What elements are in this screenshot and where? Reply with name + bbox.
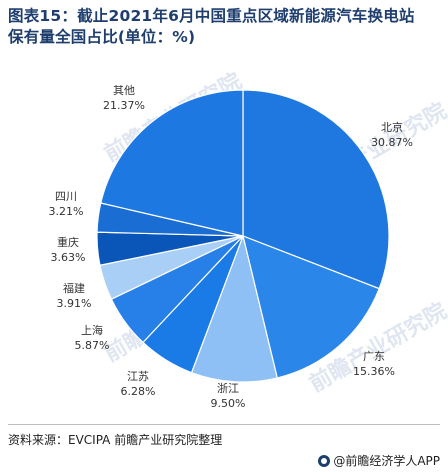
pie-slice-2 xyxy=(190,233,278,383)
slice-label-category: 其他 xyxy=(113,84,135,97)
slice-label-value: 3.63% xyxy=(51,251,86,264)
footer-divider xyxy=(8,424,440,425)
chart-title-line1: 图表15：截止2021年6月中国重点区域新能源汽车换电站 xyxy=(8,7,415,25)
pie-slice-1 xyxy=(242,235,380,379)
pie-slice-0 xyxy=(242,89,390,290)
brand-credit: @前瞻经济学人APP xyxy=(318,452,440,469)
slice-label-value: 3.91% xyxy=(57,297,92,310)
slice-label-category: 上海 xyxy=(81,323,103,337)
slice-label-category: 江苏 xyxy=(127,370,149,383)
brand-text: @前瞻经济学人APP xyxy=(333,454,440,468)
pie-chart: 北京 30.87% 广东 15.36% 浙江 9.50% 江苏 6.28% 上海 5.87% 福建 3… xyxy=(49,84,413,410)
slice-label-category: 广东 xyxy=(363,350,385,363)
chart-title: 图表15：截止2021年6月中国重点区域新能源汽车换电站 保有量全国占比(单位：… xyxy=(8,6,438,48)
slice-label-category: 北京 xyxy=(381,120,403,134)
chart-title-line2: 保有量全国占比(单位：%) xyxy=(8,28,196,46)
slice-label-value: 5.87% xyxy=(75,339,110,352)
slice-label-value: 30.87% xyxy=(371,136,413,149)
slice-label-value: 21.37% xyxy=(103,99,145,112)
slice-label-value: 3.21% xyxy=(49,205,84,218)
slice-label-category: 浙江 xyxy=(217,382,239,395)
slice-label-category: 福建 xyxy=(63,281,85,295)
pie-slice-8 xyxy=(100,89,244,237)
source-note: 资料来源：EVCIPA 前瞻产业研究院整理 xyxy=(8,433,223,447)
slice-label-category: 四川 xyxy=(55,190,77,203)
slice-label-category: 重庆 xyxy=(57,235,79,249)
slice-label-value: 9.50% xyxy=(211,397,246,410)
brand-logo-icon xyxy=(318,454,331,467)
slice-label-value: 6.28% xyxy=(121,385,156,398)
slice-label-value: 15.36% xyxy=(353,365,395,378)
